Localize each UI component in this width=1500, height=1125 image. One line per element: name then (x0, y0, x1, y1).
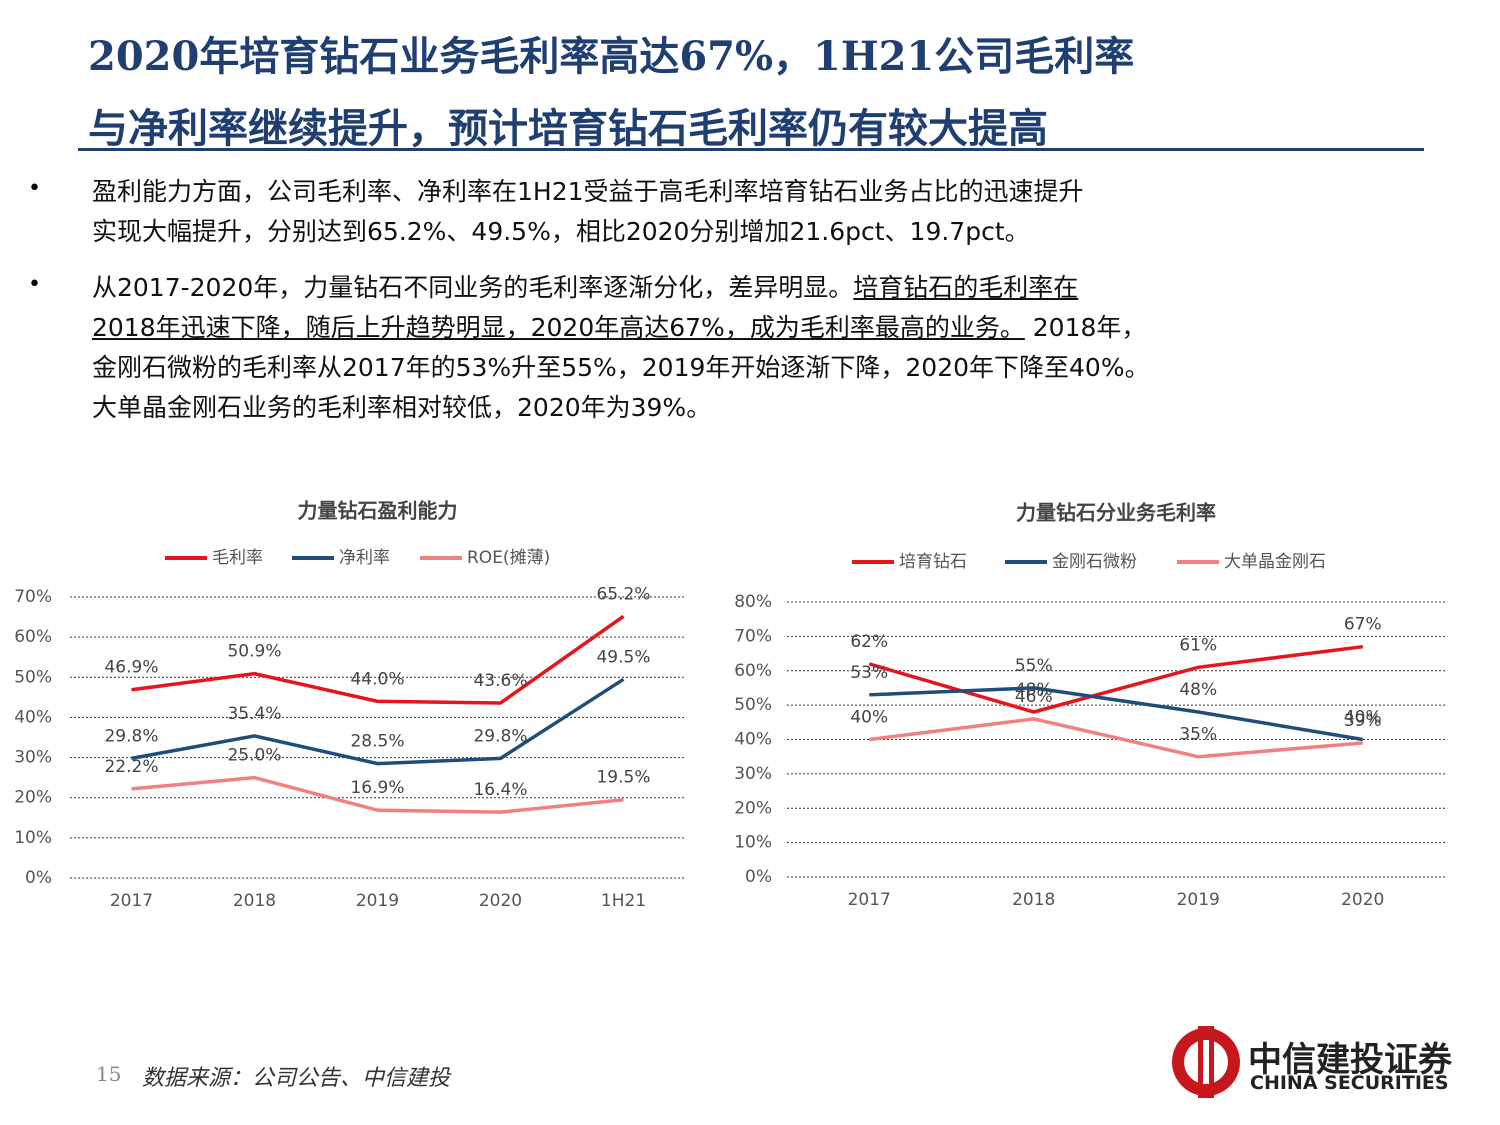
y-tick-label: 0% (745, 867, 772, 887)
bullet-text: 金刚石微粉的毛利率从2017年的53%升至55%，2019年开始逐渐下降，202… (92, 353, 1150, 382)
data-label: 65.2% (596, 584, 650, 604)
data-label: 35% (1179, 725, 1217, 745)
data-label: 19.5% (596, 768, 650, 788)
x-tick-label: 2019 (1177, 890, 1220, 910)
x-tick-label: 1H21 (601, 891, 646, 911)
bullet-text: 培育钻石的毛利率在 (853, 273, 1079, 302)
legend-label: 毛利率 (212, 548, 263, 568)
data-label: 40% (850, 708, 888, 728)
data-label: 62% (850, 632, 888, 652)
data-label: 61% (1179, 635, 1217, 655)
series-line (131, 614, 625, 705)
data-label: 16.9% (350, 778, 404, 798)
data-label: 29.8% (473, 726, 527, 746)
page-number: 15 (96, 1062, 122, 1086)
bullet-text: 盈利能力方面，公司毛利率、净利率在1H21受益于高毛利率培育钻石业务占比的迅速提… (92, 177, 1084, 206)
y-tick-label: 40% (14, 707, 52, 727)
data-label: 46.9% (104, 658, 158, 678)
legend-label: 金刚石微粉 (1052, 552, 1137, 572)
y-tick-label: 10% (734, 833, 772, 853)
x-tick-label: 2017 (110, 891, 153, 911)
legend-label: ROE(摊薄) (467, 548, 550, 568)
data-label: 25.0% (227, 746, 281, 766)
x-tick-label: 2017 (848, 890, 891, 910)
y-tick-label: 20% (734, 798, 772, 818)
data-label: 67% (1344, 615, 1382, 635)
data-label: 43.6% (473, 671, 527, 691)
legend-label: 大单晶金刚石 (1224, 552, 1326, 572)
data-label: 16.4% (473, 780, 527, 800)
data-label: 55% (1015, 656, 1053, 676)
logo-en: CHINA SECURITIES (1250, 1072, 1449, 1094)
series-line (868, 644, 1363, 714)
logo-cn: 中信建投证券 (1248, 1040, 1452, 1080)
y-tick-label: 60% (734, 661, 772, 681)
data-label: 46% (1015, 687, 1053, 707)
y-tick-label: 50% (734, 695, 772, 715)
data-label: 40% (1344, 708, 1382, 728)
data-label: 44.0% (350, 669, 404, 689)
data-label: 29.8% (104, 726, 158, 746)
x-tick-label: 2018 (233, 891, 276, 911)
y-tick-label: 40% (734, 730, 772, 750)
data-label: 49.5% (596, 647, 650, 667)
x-tick-label: 2020 (1341, 890, 1384, 910)
legend-label: 净利率 (339, 548, 390, 568)
y-tick-label: 30% (734, 764, 772, 784)
series-line (131, 677, 625, 766)
y-tick-label: 70% (734, 626, 772, 646)
x-tick-label: 2020 (479, 891, 522, 911)
bullet-dot: • (28, 176, 41, 201)
source: 数据来源：公司公告、中信建投 (142, 1066, 451, 1091)
title-line: 与净利率继续提升，预计培育钻石毛利率仍有较大提高 (88, 105, 1048, 152)
data-label: 35.4% (227, 704, 281, 724)
bullet-text: 2018年， (1024, 313, 1147, 342)
y-tick-label: 0% (25, 868, 52, 888)
y-tick-label: 30% (14, 748, 52, 768)
y-tick-label: 70% (14, 587, 52, 607)
bullet-text: 2018年迅速下降，随后上升趋势明显，2020年高达67%，成为毛利率最高的业务… (92, 313, 1025, 342)
data-label: 53% (850, 663, 888, 683)
bullet-dot: • (28, 272, 41, 297)
data-label: 22.2% (104, 757, 158, 777)
y-tick-label: 50% (14, 667, 52, 687)
data-label: 50.9% (227, 642, 281, 662)
data-label: 28.5% (350, 732, 404, 752)
data-label: 48% (1015, 680, 1053, 700)
bullet-text: 从2017-2020年，力量钻石不同业务的毛利率逐渐分化，差异明显。 (92, 273, 854, 302)
y-tick-label: 10% (14, 828, 52, 848)
title-rule (78, 148, 1424, 151)
bullet-text: 实现大幅提升，分别达到65.2%、49.5%，相比2020分别增加21.6pct… (92, 217, 1030, 246)
y-tick-label: 20% (14, 788, 52, 808)
y-tick-label: 60% (14, 627, 52, 647)
series-line (869, 686, 1364, 742)
bullet-text: 大单晶金刚石业务的毛利率相对较低，2020年为39%。 (92, 393, 712, 422)
series-line (131, 775, 624, 814)
chart-title: 力量钻石盈利能力 (298, 499, 458, 523)
y-tick-label: 80% (734, 592, 772, 612)
title-line: 2020年培育钻石业务毛利率高达67%，1H21公司毛利率 (88, 33, 1135, 80)
x-tick-label: 2018 (1012, 890, 1055, 910)
series-line (869, 717, 1363, 759)
bullet: 盈利能力方面，公司毛利率、净利率在1H21受益于高毛利率培育钻石业务占比的迅速提… (92, 172, 1084, 252)
chart-title: 力量钻石分业务毛利率 (1016, 501, 1216, 525)
data-label: 39% (1344, 711, 1382, 731)
data-label: 48% (1179, 680, 1217, 700)
bullet: 从2017-2020年，力量钻石不同业务的毛利率逐渐分化，差异明显。培育钻石的毛… (92, 268, 1150, 428)
legend-label: 培育钻石 (899, 552, 967, 572)
x-tick-label: 2019 (356, 891, 399, 911)
